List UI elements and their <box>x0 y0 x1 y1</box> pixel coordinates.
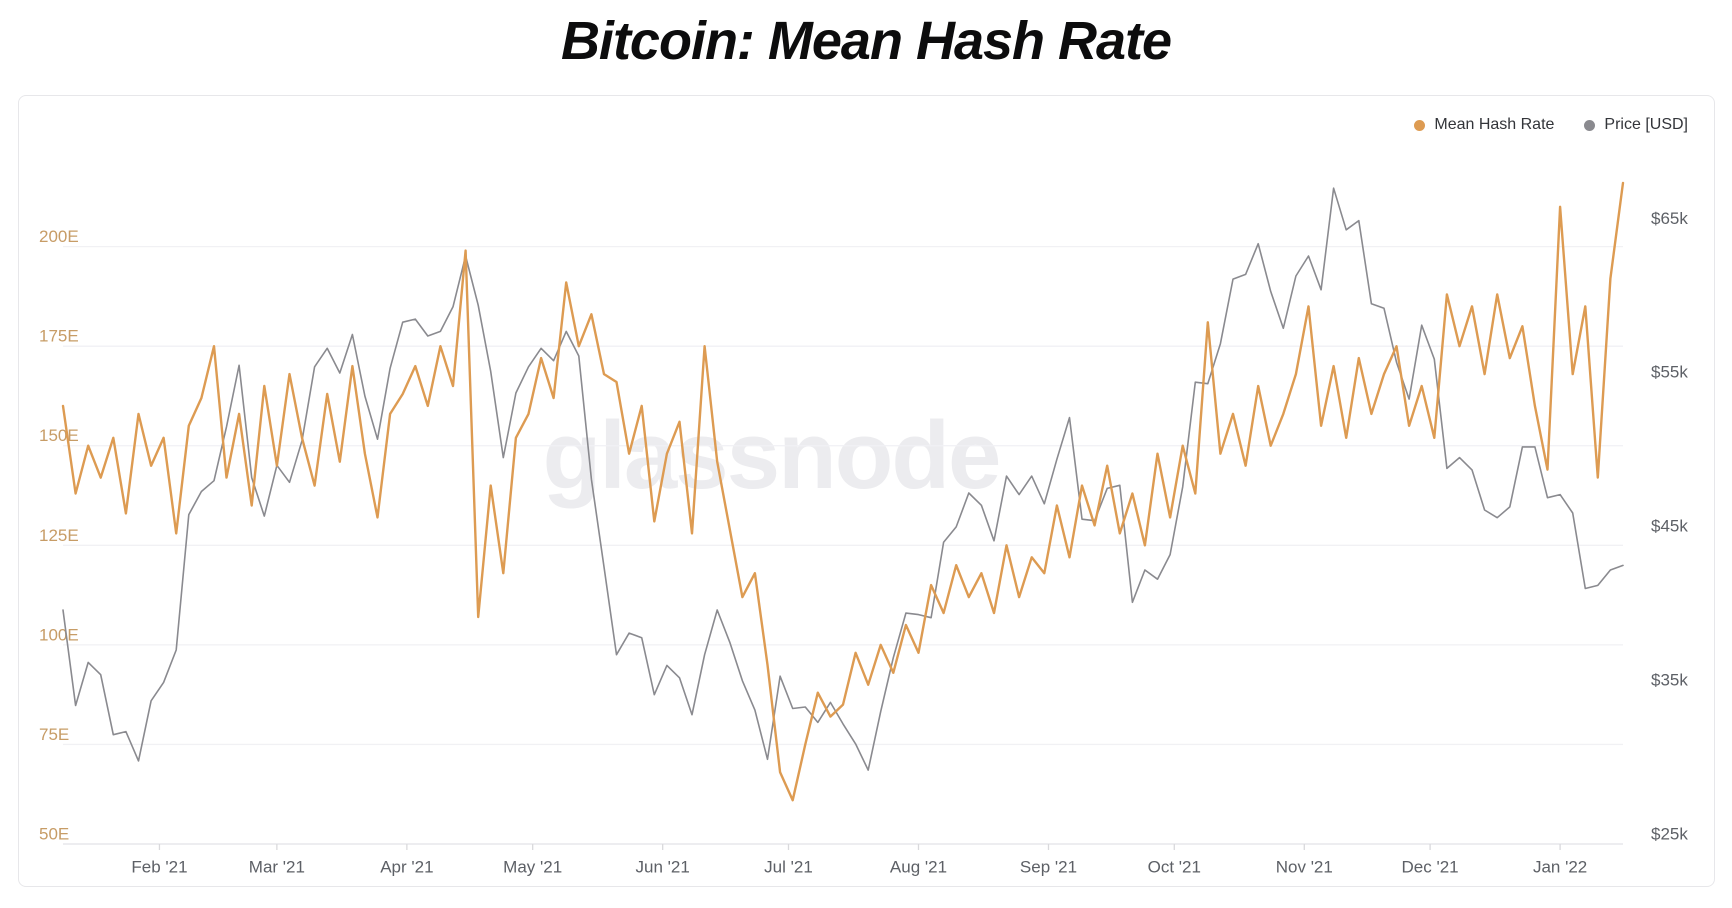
y-axis-right-tick-label: $25k <box>1651 824 1688 843</box>
x-axis-tick-label: Jul '21 <box>764 857 813 876</box>
legend-label: Mean Hash Rate <box>1434 116 1555 133</box>
chart-card: Mean Hash Rate Price [USD] glassnode 50E 75… <box>18 95 1715 887</box>
y-axis-right-tick-label: $45k <box>1651 517 1688 536</box>
x-axis-tick-label: Jan '22 <box>1533 857 1587 876</box>
hash-rate-line[interactable] <box>61 181 1625 802</box>
legend-item-price[interactable]: Price [USD] <box>1584 116 1688 134</box>
x-axis-tick-label: Nov '21 <box>1276 857 1333 876</box>
x-axis-tick-label: Oct '21 <box>1148 857 1201 876</box>
legend-item-hash[interactable]: Mean Hash Rate <box>1414 116 1554 134</box>
y-axis-right-tick-label: $35k <box>1651 671 1688 690</box>
y-axis-right-tick-label: $55k <box>1651 363 1688 382</box>
hash-legend-dot-icon <box>1414 119 1426 131</box>
y-axis-left-tick-label: 100E <box>39 625 79 644</box>
y-axis-right-tick-label: $65k <box>1651 209 1688 228</box>
legend-label: Price [USD] <box>1604 116 1688 133</box>
legend: Mean Hash Rate Price [USD] <box>1414 116 1688 134</box>
page-title: Bitcoin: Mean Hash Rate <box>560 11 1172 71</box>
price-line[interactable] <box>62 187 1624 771</box>
y-axis-left-tick-label: 200E <box>39 227 79 246</box>
x-axis-tick-label: Sep '21 <box>1020 857 1077 876</box>
x-axis-tick-label: Mar '21 <box>249 857 305 876</box>
x-axis-tick-label: Jun '21 <box>636 857 690 876</box>
y-axis-left-tick-label: 50E <box>39 824 69 843</box>
y-axis-left-tick-label: 150E <box>39 426 79 445</box>
price-legend-dot-icon <box>1584 119 1596 131</box>
chart-svg[interactable]: glassnode 50E 75E 100E 125E 150E 175E 200E $25k $… <box>19 96 1714 886</box>
x-axis-tick-label: Aug '21 <box>890 857 947 876</box>
glassnode-watermark: glassnode <box>543 402 1000 509</box>
y-axis-left-tick-label: 75E <box>39 725 69 744</box>
x-axis-tick-label: May '21 <box>503 857 562 876</box>
y-axis-left-tick-label: 175E <box>39 327 79 346</box>
x-axis-tick-label: Dec '21 <box>1402 857 1459 876</box>
x-axis-tick-label: Feb '21 <box>131 857 187 876</box>
y-axis-left-tick-label: 125E <box>39 526 79 545</box>
x-axis-tick-label: Apr '21 <box>380 857 433 876</box>
